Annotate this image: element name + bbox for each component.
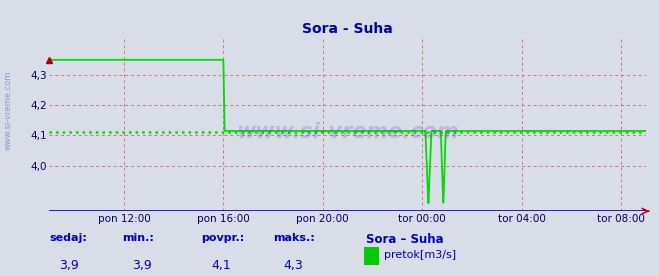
Text: min.:: min.:: [122, 233, 154, 243]
Text: Sora – Suha: Sora – Suha: [366, 233, 444, 246]
Title: Sora - Suha: Sora - Suha: [302, 22, 393, 36]
Text: povpr.:: povpr.:: [201, 233, 244, 243]
Text: 3,9: 3,9: [132, 259, 152, 272]
Text: www.si-vreme.com: www.si-vreme.com: [237, 122, 459, 142]
Text: 4,3: 4,3: [283, 259, 303, 272]
Text: pretok[m3/s]: pretok[m3/s]: [384, 250, 455, 260]
Text: 4,1: 4,1: [211, 259, 231, 272]
Text: 3,9: 3,9: [59, 259, 79, 272]
Text: www.si-vreme.com: www.si-vreme.com: [4, 71, 13, 150]
Text: maks.:: maks.:: [273, 233, 315, 243]
Text: sedaj:: sedaj:: [49, 233, 87, 243]
